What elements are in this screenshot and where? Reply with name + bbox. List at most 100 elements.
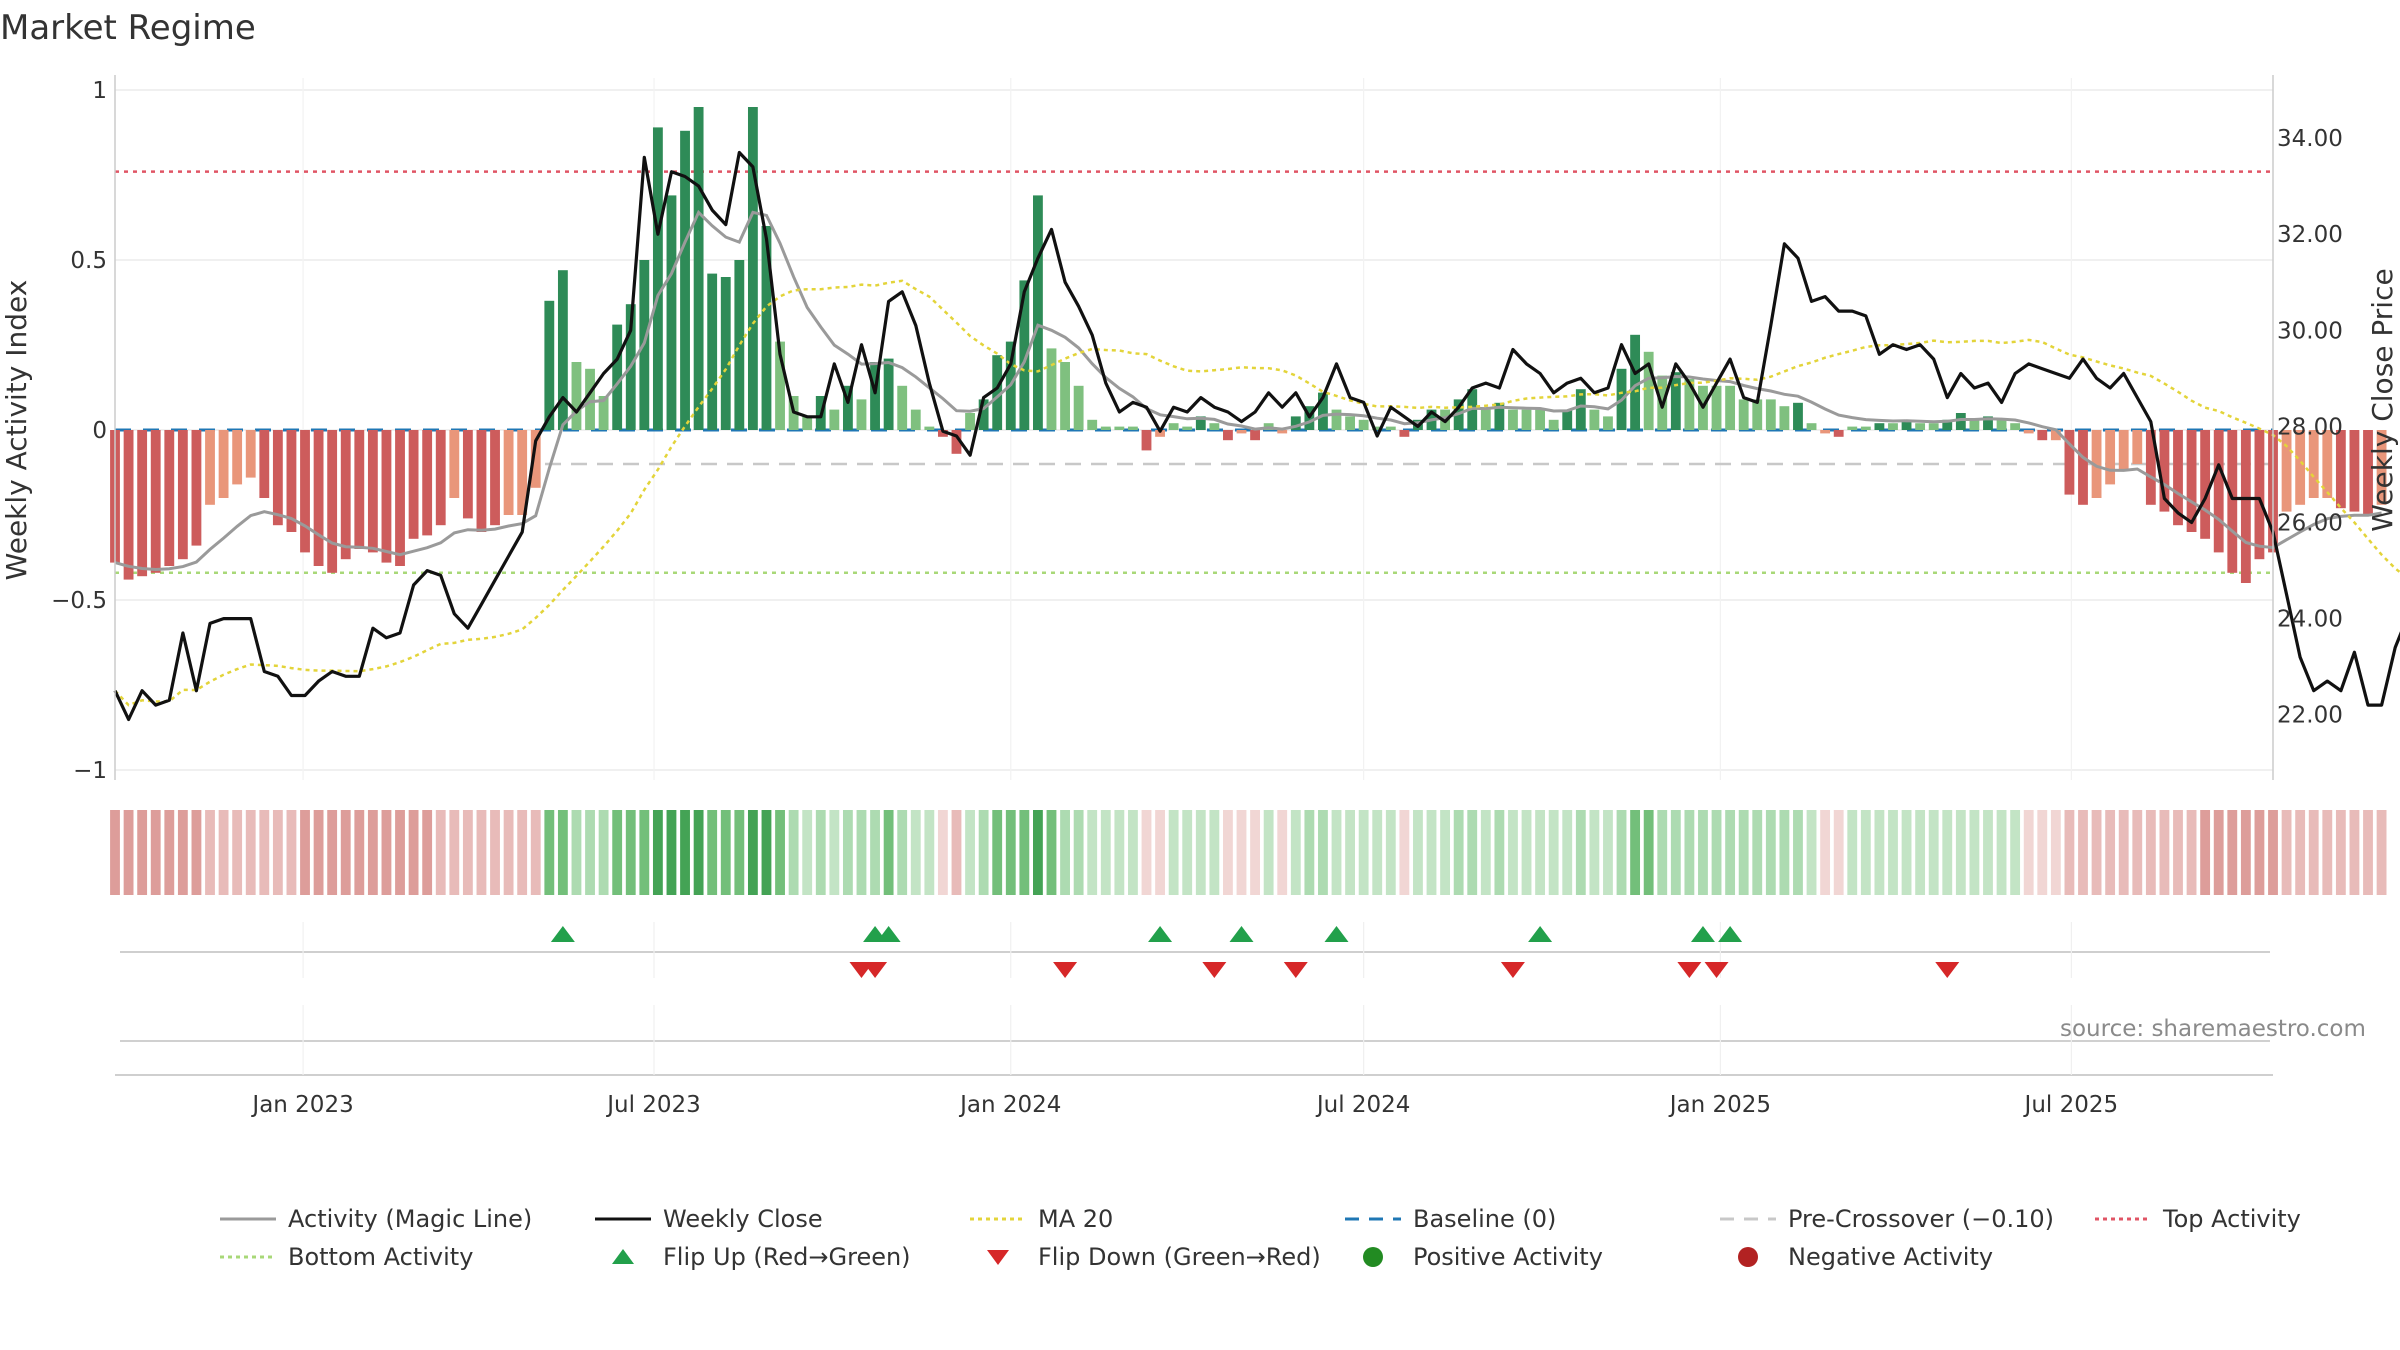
regime-cell xyxy=(1779,810,1790,895)
regime-cell xyxy=(2335,810,2346,895)
x-tick-label: Jul 2024 xyxy=(1315,1092,1411,1118)
legend-item-baseline: Baseline (0) xyxy=(1343,1205,1556,1233)
regime-cell xyxy=(652,810,663,895)
regime-cell xyxy=(1060,810,1070,895)
regime-cell xyxy=(435,810,446,895)
flip-down-marker xyxy=(1283,962,1308,978)
magic-line-layer xyxy=(114,209,2382,572)
activity-bar xyxy=(2240,430,2251,583)
legend-label: Flip Down (Green→Red) xyxy=(1038,1243,1321,1271)
regime-cell xyxy=(2078,810,2088,895)
activity-bar xyxy=(680,130,690,431)
activity-bar xyxy=(734,260,745,430)
regime-cell xyxy=(1915,810,1926,895)
flip-up-marker xyxy=(1528,926,1553,942)
regime-cell xyxy=(802,810,813,895)
activity-bar xyxy=(123,430,134,580)
regime-cell xyxy=(1765,810,1776,895)
activity-bar xyxy=(408,430,419,539)
legend-label: Activity (Magic Line) xyxy=(288,1205,533,1233)
regime-cell xyxy=(205,810,215,895)
regime-cell xyxy=(1345,810,1355,895)
regime-cell xyxy=(367,810,378,895)
activity-bar xyxy=(2173,430,2183,526)
legend-item-flipdown: Flip Down (Green→Red) xyxy=(968,1243,1321,1271)
activity-bar xyxy=(883,358,894,430)
legend-label: Flip Up (Red→Green) xyxy=(663,1243,911,1271)
regime-cell xyxy=(1426,810,1437,895)
regime-cell xyxy=(1304,810,1315,895)
regime-cell xyxy=(2240,810,2251,895)
regime-cell xyxy=(1399,810,1410,895)
legend-label: MA 20 xyxy=(1038,1205,1114,1233)
regime-cell xyxy=(2145,810,2156,895)
activity-bar xyxy=(2145,430,2156,505)
activity-bar xyxy=(557,270,568,430)
flip-up-marker xyxy=(1718,926,1743,942)
regime-cell xyxy=(2064,810,2075,895)
activity-bar xyxy=(937,430,948,437)
legend-item-magic: Activity (Magic Line) xyxy=(218,1205,532,1233)
regime-cell xyxy=(2159,810,2170,895)
regime-cell xyxy=(2118,810,2129,895)
regime-cell xyxy=(1928,810,1939,895)
regime-cell xyxy=(2173,810,2183,895)
regime-cell xyxy=(1182,810,1193,895)
source-note: source: sharemaestro.com xyxy=(2060,1016,2366,1042)
regime-cell xyxy=(232,810,243,895)
activity-bar xyxy=(1575,389,1586,430)
regime-cell xyxy=(2322,810,2333,895)
activity-bar xyxy=(1860,426,1871,430)
regime-cell xyxy=(2349,810,2360,895)
regime-cell xyxy=(164,810,175,895)
activity-bar xyxy=(300,430,310,553)
regime-cell xyxy=(775,810,785,895)
activity-bar xyxy=(1643,351,1654,430)
regime-cell xyxy=(476,810,487,895)
flip-up-marker xyxy=(876,926,901,942)
left-tick-label: 0 xyxy=(92,418,107,444)
regime-cell xyxy=(1033,810,1043,895)
regime-cell xyxy=(1833,810,1844,895)
regime-cell xyxy=(1698,810,1708,895)
activity-bar xyxy=(2132,430,2143,464)
regime-cell xyxy=(2200,810,2211,895)
activity-bar xyxy=(1765,399,1776,430)
x-tick-label: Jul 2025 xyxy=(2023,1092,2119,1118)
activity-bar xyxy=(1114,426,1125,430)
regime-cell xyxy=(1277,810,1288,895)
activity-bar xyxy=(2349,430,2360,512)
regime-cell xyxy=(2295,810,2306,895)
regime-cell xyxy=(191,810,202,895)
legend: Activity (Magic Line) Weekly Close MA 20 Ba… xyxy=(218,1205,2378,1285)
regime-cell xyxy=(245,810,256,895)
right-tick-label: 34.00 xyxy=(2277,126,2343,152)
regime-cell xyxy=(720,810,731,895)
flip-markers xyxy=(120,922,2270,978)
regime-cell xyxy=(571,810,582,895)
regime-cell xyxy=(1820,810,1831,895)
activity-bar xyxy=(842,385,853,430)
activity-bar xyxy=(2064,430,2075,495)
regime-cell xyxy=(313,810,324,895)
activity-bar xyxy=(367,430,378,553)
activity-bar xyxy=(1508,409,1518,430)
activity-bar xyxy=(802,416,813,430)
regime-cell xyxy=(1996,810,2007,895)
regime-cell xyxy=(1969,810,1980,895)
activity-bar xyxy=(1168,423,1179,430)
flip-down-marker xyxy=(863,962,888,978)
regime-cell xyxy=(788,810,799,895)
right-tick-label: 32.00 xyxy=(2277,222,2343,248)
activity-bar xyxy=(2227,430,2238,573)
activity-bar xyxy=(1100,426,1111,430)
activity-bar xyxy=(530,430,541,488)
activity-bar xyxy=(272,430,283,526)
activity-bar xyxy=(1345,416,1355,430)
activity-bars xyxy=(110,107,2387,583)
activity-bar xyxy=(1915,423,1926,430)
activity-bar xyxy=(2023,430,2034,434)
activity-bar xyxy=(1888,423,1898,430)
regime-cell xyxy=(761,810,772,895)
